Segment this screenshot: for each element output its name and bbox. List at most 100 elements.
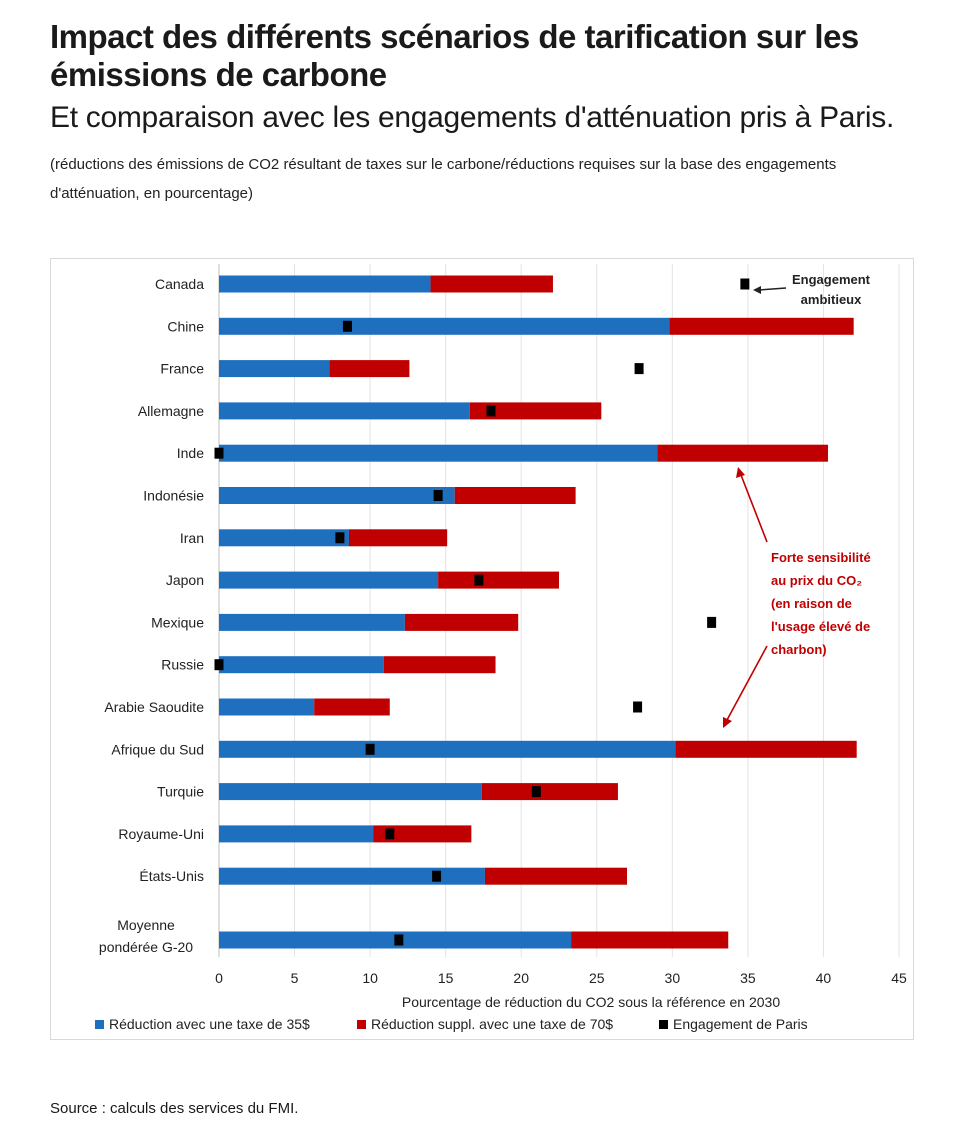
category-label: Royaume-Uni [118, 826, 204, 842]
bar-tax35 [219, 317, 670, 335]
category-label: Allemagne [138, 403, 204, 419]
x-axis-label: Pourcentage de réduction du CO2 sous la … [402, 994, 780, 1010]
bar-tax70 [314, 698, 390, 716]
x-tick-label: 0 [215, 970, 223, 986]
paris-marker [432, 870, 442, 882]
chart-note: (réductions des émissions de CO2 résulta… [50, 156, 837, 202]
bar-tax70 [329, 360, 410, 378]
bar-tax35 [219, 275, 431, 293]
bar-chart: Canada Chine France Allemagne Inde Indonésie I… [95, 264, 907, 1032]
paris-marker [474, 574, 484, 586]
category-label: Mexique [151, 614, 204, 630]
annotation-coal: (en raison de [771, 596, 852, 611]
bar-tax70 [481, 783, 618, 801]
paris-marker [433, 490, 443, 501]
bar-tax70 [454, 487, 576, 504]
annotation-arrowhead [723, 717, 732, 728]
annotation-ambitious: Engagement [792, 272, 871, 287]
x-tick-label: 10 [362, 970, 378, 986]
annotation-arrowhead [753, 286, 761, 294]
paris-marker [335, 532, 345, 544]
x-tick-label: 25 [589, 970, 605, 986]
paris-marker [385, 828, 395, 840]
paris-marker [342, 320, 352, 332]
legend-tax70-label: Réduction suppl. avec une taxe de 70$ [371, 1016, 613, 1032]
category-label: Afrique du Sud [111, 741, 204, 757]
annotation-arrow [758, 287, 787, 291]
bar-tax35 [219, 402, 470, 420]
annotation-coal: Forte sensibilité [771, 550, 871, 565]
legend-tax35-label: Réduction avec une taxe de 35$ [109, 1016, 310, 1032]
category-label: Indonésie [143, 488, 204, 504]
x-tick-label: 5 [291, 970, 299, 986]
bar-tax70 [571, 931, 729, 949]
paris-marker [531, 786, 541, 798]
x-tick-label: 30 [665, 970, 681, 986]
category-label: pondérée G-20 [99, 939, 193, 955]
category-label: Moyenne [117, 917, 175, 933]
annotation-coal: charbon) [771, 642, 827, 657]
x-tick-label: 15 [438, 970, 454, 986]
category-labels: Canada Chine France Allemagne Inde Indonésie I… [99, 276, 204, 955]
category-label: Canada [155, 276, 204, 292]
category-label: États-Unis [139, 868, 204, 884]
bar-tax35 [219, 613, 405, 631]
bar-tax70 [675, 740, 857, 758]
paris-marker [365, 743, 375, 755]
bar-tax70 [484, 867, 627, 885]
x-tick-label: 45 [891, 970, 907, 986]
bar-tax70 [430, 275, 553, 293]
source-note: Source : calculs des services du FMI. [50, 1100, 299, 1117]
category-label: France [160, 361, 204, 377]
annotation-arrow-down [726, 645, 768, 721]
annotation-arrowhead [736, 467, 745, 478]
bar-tax35 [219, 360, 330, 378]
category-label: Turquie [157, 784, 204, 800]
paris-marker [394, 934, 404, 946]
bar-tax35 [219, 487, 455, 504]
paris-marker [214, 447, 224, 459]
category-label: Russie [161, 657, 204, 673]
category-label: Chine [167, 318, 204, 334]
x-tick-label: 35 [740, 970, 756, 986]
annotation-ambitious: ambitieux [801, 292, 862, 307]
bar-tax35 [219, 444, 658, 462]
category-label: Inde [177, 445, 204, 461]
bar-tax70 [438, 571, 559, 589]
x-tick-label: 40 [816, 970, 832, 986]
bar-tax70 [348, 529, 448, 547]
chart-subtitle: Et comparaison avec les engagements d'at… [50, 101, 894, 134]
bar-tax35 [219, 698, 315, 716]
category-label: Arabie Saoudite [104, 699, 204, 715]
bar-tax70 [657, 444, 828, 462]
annotations: Engagement ambitieux Forte sensibilité au p… [723, 272, 871, 728]
legend-tax35-swatch [95, 1020, 104, 1029]
bar-tax70 [383, 656, 496, 674]
gridlines [218, 264, 900, 957]
bar-tax35 [219, 825, 374, 843]
legend-paris-swatch [659, 1020, 668, 1029]
bars [219, 275, 857, 949]
bar-tax35 [219, 656, 384, 674]
bar-tax35 [219, 867, 485, 885]
paris-marker [634, 363, 644, 375]
paris-marker [486, 405, 496, 417]
bar-tax35 [219, 783, 482, 801]
paris-markers [214, 278, 750, 946]
bar-tax70 [469, 402, 602, 420]
chart-frame: Canada Chine France Allemagne Inde Indonésie I… [50, 258, 914, 1040]
legend: Réduction avec une taxe de 35$ Réduction … [95, 1016, 808, 1032]
bar-tax35 [219, 740, 676, 758]
category-label: Japon [166, 572, 204, 588]
legend-paris-label: Engagement de Paris [673, 1016, 808, 1032]
annotation-arrow-up [740, 474, 768, 543]
bar-tax70 [669, 317, 854, 335]
paris-marker [214, 659, 224, 671]
chart-title: Impact des différents scénarios de tarif… [50, 18, 859, 93]
bar-tax35 [219, 571, 439, 589]
paris-marker [740, 278, 750, 290]
annotation-coal: l'usage élevé de [771, 619, 870, 634]
paris-marker [707, 616, 717, 628]
paris-marker [633, 701, 643, 713]
annotation-coal: au prix du CO₂ [771, 573, 862, 588]
